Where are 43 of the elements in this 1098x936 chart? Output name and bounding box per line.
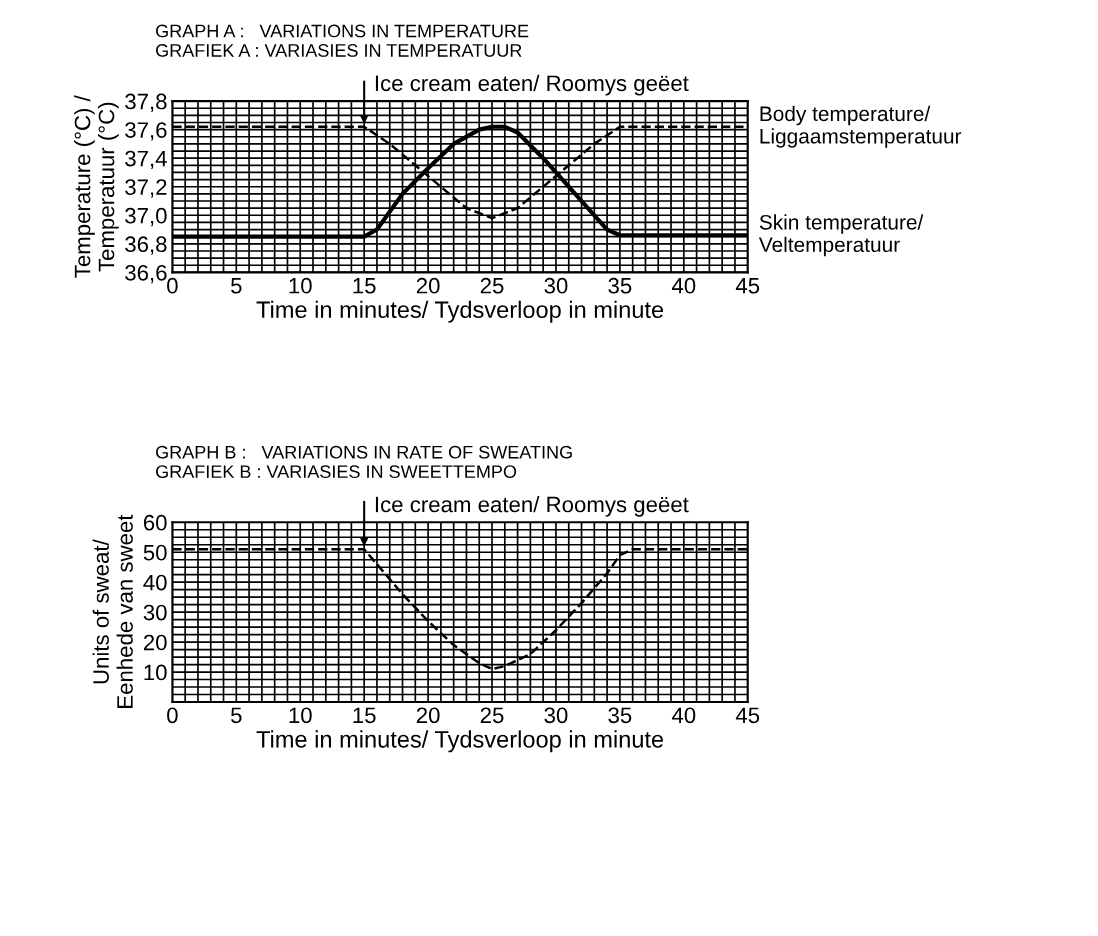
x-tick-label: 40	[671, 277, 696, 294]
y-tick-label: 37,2	[125, 179, 167, 198]
x-axis-title: Time in minutes/ Tydsverloop in minute	[256, 730, 664, 753]
x-tick-label: 30	[544, 707, 568, 724]
annotation: Ice cream eaten/ Roomys geëet	[375, 74, 689, 96]
y-tick-label: 37,4	[125, 150, 167, 170]
y-tick-label: 36,8	[125, 236, 167, 255]
x-tick-label: 40	[671, 707, 696, 724]
y-tick-label: 30	[143, 604, 167, 621]
y-tick-label: 37,8	[125, 93, 167, 112]
y-tick-label: 36,6	[125, 264, 167, 284]
x-tick-label: 0	[167, 707, 178, 724]
x-tick-label: 20	[416, 277, 440, 294]
x-tick-label: 35	[608, 277, 632, 294]
y-tick-label: 40	[143, 574, 167, 591]
x-tick-label: 25	[480, 707, 504, 724]
series-label: Skin temperature/ Veltemperatuur	[758, 214, 924, 257]
y-tick-label: 10	[144, 664, 167, 681]
series-label: Body temperature/ Liggaamstemperatuur	[760, 105, 962, 148]
y-axis-title: Temperature (°C) / Temperatuur (°C)	[74, 95, 119, 278]
chart-title: GRAPH B : VARIATIONS IN RATE OF SWEATING GRAFIEK B : VARIASIES IN SWEETTEMPO	[156, 445, 572, 479]
x-tick-label: 45	[735, 707, 760, 724]
x-tick-label: 30	[544, 277, 568, 294]
x-axis-title: Time in minutes/ Tydsverloop in minute	[256, 300, 664, 323]
x-tick-label: 15	[353, 278, 376, 294]
y-tick-label: 50	[143, 544, 167, 561]
x-tick-label: 0	[167, 277, 178, 294]
y-tick-label: 20	[143, 634, 167, 651]
x-tick-label: 5	[231, 278, 242, 294]
x-tick-label: 10	[289, 707, 312, 724]
x-tick-label: 45	[735, 278, 760, 294]
x-tick-label: 10	[289, 277, 312, 294]
annotation: Ice cream eaten/ Roomys geëet	[375, 496, 689, 517]
y-tick-label: 60	[143, 514, 167, 531]
chart-title: GRAPH A : VARIATIONS IN TEMPERATURE GRAFIEK A : VARIASIES IN TEMPERATUUR	[156, 24, 529, 57]
y-tick-label: 37,0	[125, 207, 167, 227]
x-tick-label: 35	[608, 707, 632, 724]
x-tick-label: 25	[480, 277, 504, 294]
x-tick-label: 5	[231, 707, 242, 724]
y-axis-title: Units of sweat/ Eenhede van sweet	[92, 514, 133, 708]
x-tick-label: 15	[353, 707, 376, 724]
x-tick-label: 20	[416, 707, 440, 724]
y-tick-label: 37,6	[125, 122, 167, 141]
